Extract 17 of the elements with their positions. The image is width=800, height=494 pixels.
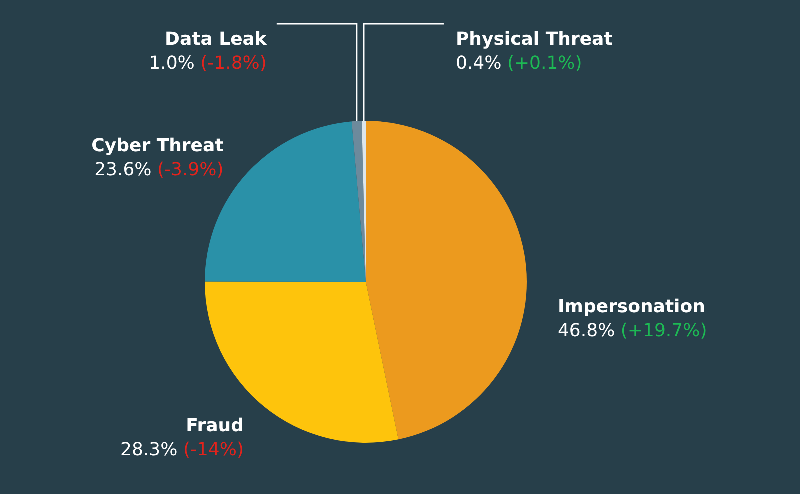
text: (-1.8%) [200,53,267,74]
data-label: 46.8% [558,320,616,342]
slice-label: Data Leak [165,29,268,50]
data-label: 0.4% [456,53,502,74]
slice-label: Fraud [186,416,244,437]
text: (-14%) [183,440,244,461]
text: (+0.1%) [507,53,582,74]
data-label: 1.0% [149,53,195,74]
pie-slice [366,121,527,440]
pie-slice [352,121,366,282]
data-label: 23.6% [94,160,152,181]
slice-label: Cyber Threat [92,136,224,157]
text: (-3.9%) [157,160,224,181]
slice-label: Impersonation [558,296,706,318]
data-label: 28.3% [120,440,178,461]
slice-label: Physical Threat [456,29,614,50]
text: (+19.7%) [620,320,708,342]
